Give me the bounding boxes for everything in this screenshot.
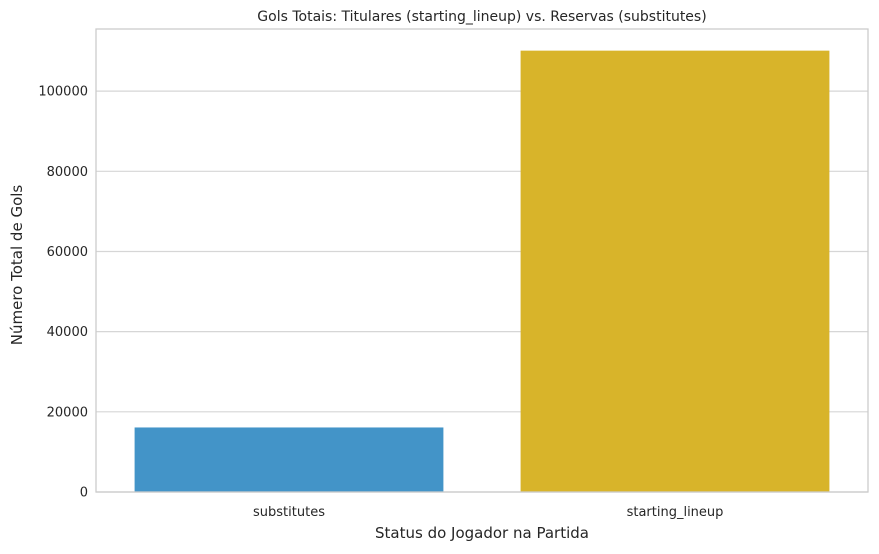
chart-title: Gols Totais: Titulares (starting_lineup)… [257,9,706,25]
axes-frame [95,28,869,493]
x-tick-label: starting_lineup [627,505,724,520]
y-tick-labels: 0 20000 40000 60000 80000 100000 [38,85,88,501]
y-tick-label: 0 [80,486,88,501]
y-axis-label: Número Total de Gols [8,185,26,346]
bar-starting-lineup [520,50,830,492]
y-tick-label: 40000 [47,325,88,340]
x-tick-labels: substitutes starting_lineup [253,505,723,520]
plot-frame [95,28,869,493]
y-tick-label: 100000 [38,85,88,100]
x-axis-label: Status do Jogador na Partida [375,524,589,542]
y-tick-label: 60000 [47,245,88,260]
bars [134,50,830,492]
x-tick-label: substitutes [253,505,325,520]
bar-substitutes [134,427,444,492]
y-tick-label: 20000 [47,405,88,420]
y-tick-label: 80000 [47,165,88,180]
